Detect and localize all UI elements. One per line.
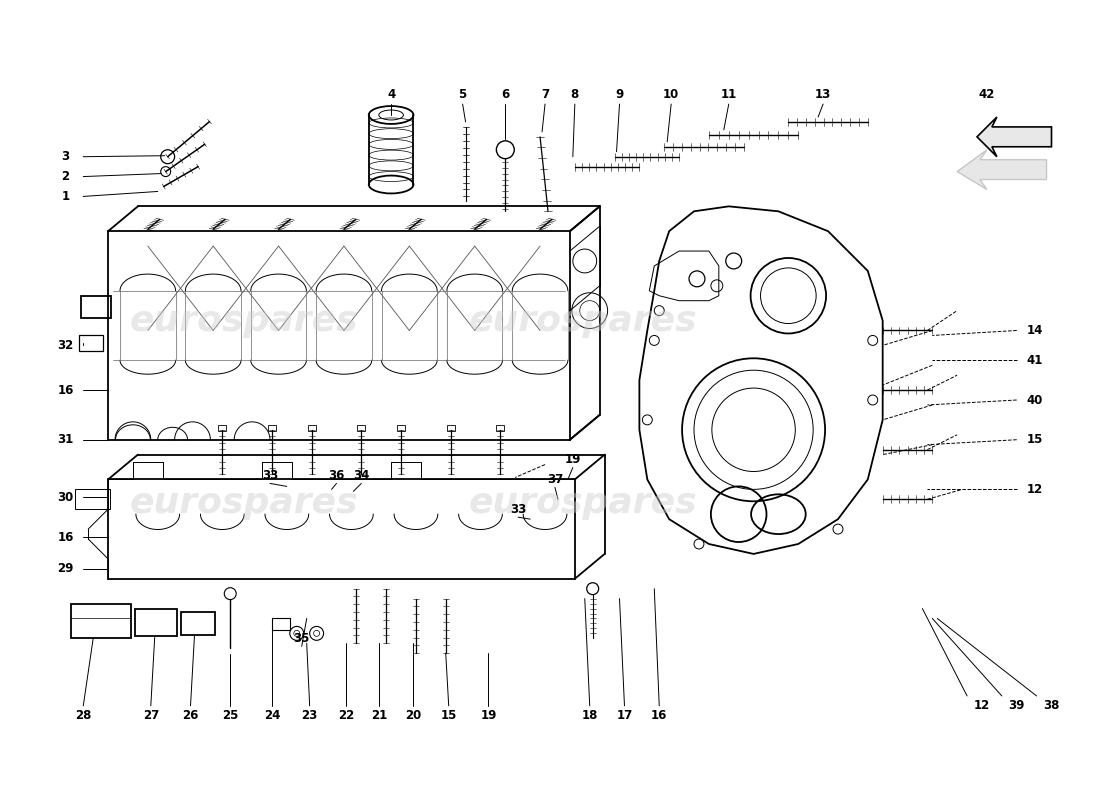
Text: 19: 19 — [564, 453, 581, 466]
Text: 20: 20 — [405, 710, 421, 722]
Text: 19: 19 — [481, 710, 496, 722]
Text: 27: 27 — [143, 710, 158, 722]
FancyBboxPatch shape — [135, 609, 177, 636]
Text: 18: 18 — [582, 710, 598, 722]
Text: 3: 3 — [62, 150, 69, 163]
Bar — [447, 425, 454, 430]
Bar — [308, 425, 316, 430]
Text: eurospares: eurospares — [130, 303, 359, 338]
Text: 15: 15 — [440, 710, 456, 722]
Text: 17: 17 — [616, 710, 632, 722]
Text: 28: 28 — [75, 710, 91, 722]
FancyBboxPatch shape — [72, 603, 131, 638]
Text: 4: 4 — [387, 88, 395, 101]
Text: 30: 30 — [57, 491, 74, 504]
Text: 36: 36 — [328, 469, 344, 482]
Text: 10: 10 — [663, 88, 680, 101]
Text: 40: 40 — [1026, 394, 1043, 406]
Text: 6: 6 — [502, 88, 509, 101]
Circle shape — [726, 253, 741, 269]
Text: 42: 42 — [979, 88, 996, 101]
Bar — [218, 425, 227, 430]
Bar — [496, 425, 504, 430]
Bar — [397, 425, 405, 430]
Text: 39: 39 — [1009, 699, 1025, 712]
Text: 16: 16 — [651, 710, 668, 722]
Text: 23: 23 — [301, 710, 318, 722]
Text: 9: 9 — [615, 88, 624, 101]
Text: 37: 37 — [547, 473, 563, 486]
Text: 32: 32 — [57, 339, 74, 352]
Text: 26: 26 — [183, 710, 199, 722]
Text: eurospares: eurospares — [469, 486, 697, 520]
Text: 1: 1 — [62, 190, 69, 203]
Text: 15: 15 — [1026, 434, 1043, 446]
Text: 5: 5 — [459, 88, 466, 101]
Text: 8: 8 — [571, 88, 579, 101]
Text: 14: 14 — [1026, 324, 1043, 337]
Text: 29: 29 — [57, 562, 74, 575]
Bar — [268, 425, 276, 430]
Text: 13: 13 — [815, 88, 832, 101]
Text: 16: 16 — [57, 383, 74, 397]
Text: eurospares: eurospares — [469, 303, 697, 338]
Text: 16: 16 — [57, 530, 74, 543]
Text: 12: 12 — [974, 699, 990, 712]
Text: 25: 25 — [222, 710, 239, 722]
Text: 7: 7 — [541, 88, 549, 101]
Bar — [272, 618, 289, 630]
FancyBboxPatch shape — [75, 490, 110, 510]
Text: 33: 33 — [510, 502, 526, 516]
Bar — [358, 425, 365, 430]
Polygon shape — [977, 117, 1052, 157]
Text: 11: 11 — [720, 88, 737, 101]
Text: 34: 34 — [353, 469, 370, 482]
Text: 24: 24 — [264, 710, 280, 722]
Text: 38: 38 — [1043, 699, 1059, 712]
Text: 21: 21 — [371, 710, 387, 722]
Circle shape — [161, 150, 175, 164]
Text: 31: 31 — [57, 434, 74, 446]
Text: 33: 33 — [262, 469, 278, 482]
Polygon shape — [957, 150, 1046, 190]
FancyBboxPatch shape — [180, 611, 216, 635]
FancyBboxPatch shape — [81, 296, 111, 318]
Text: eurospares: eurospares — [130, 486, 359, 520]
Text: 35: 35 — [294, 632, 310, 645]
Text: 12: 12 — [1026, 483, 1043, 496]
Text: 2: 2 — [62, 170, 69, 183]
Text: 41: 41 — [1026, 354, 1043, 366]
Text: 22: 22 — [339, 710, 354, 722]
FancyBboxPatch shape — [79, 335, 103, 351]
